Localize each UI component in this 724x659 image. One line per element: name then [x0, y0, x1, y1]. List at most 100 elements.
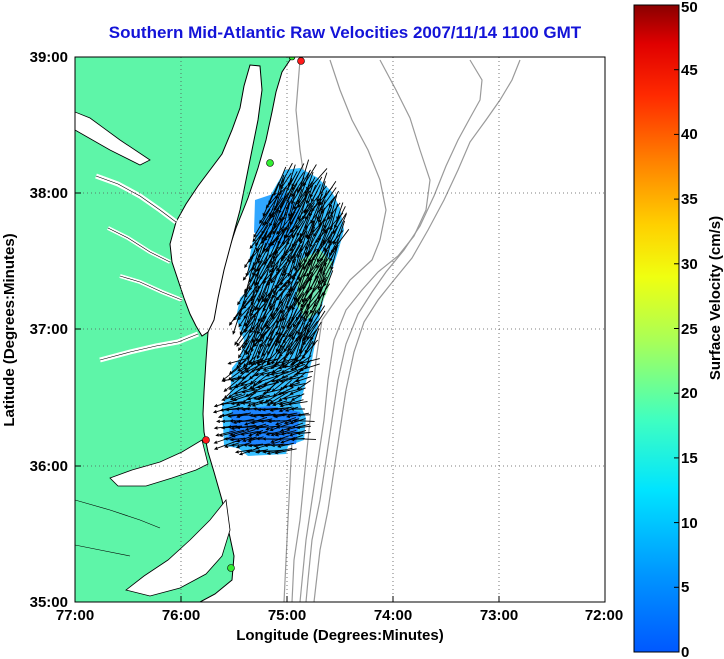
velocity-arrow [230, 401, 245, 406]
velocity-arrow [213, 425, 238, 430]
velocity-arrow [274, 430, 297, 437]
axis-ticks [74, 56, 606, 603]
velocity-arrow [293, 370, 314, 376]
velocity-arrow [232, 304, 244, 335]
x-tick-labels: 77:00 76:00 75:00 74:00 73:00 72:00 [56, 607, 623, 624]
colorbar-tick-label: 15 [681, 450, 698, 467]
velocity-arrow [242, 380, 257, 390]
velocity-arrow [280, 388, 303, 395]
velocity-arrow [256, 394, 279, 401]
colorbar-tick-label: 20 [681, 385, 698, 402]
velocity-arrow [290, 363, 306, 371]
velocity-arrow [272, 400, 288, 407]
velocity-arrow [281, 355, 302, 368]
velocity-arrow [215, 430, 236, 437]
colorbar-ticks [674, 4, 679, 653]
velocity-arrow [281, 253, 291, 277]
velocity-arrow [246, 338, 254, 361]
velocity-arrow [227, 357, 248, 365]
velocity-arrow [317, 199, 326, 224]
velocity-arrow [237, 285, 251, 306]
velocity-arrow [270, 353, 290, 370]
velocity-arrow [270, 259, 290, 284]
y-tick-labels: 39:00 38:00 37:00 36:00 35:00 [30, 49, 68, 611]
velocity-arrow [243, 300, 268, 327]
velocity-arrow [295, 375, 312, 383]
velocity-arrow [270, 241, 289, 265]
x-tick-label: 73:00 [480, 607, 518, 624]
velocity-arrow [269, 406, 290, 412]
velocity-arrow [292, 418, 315, 423]
velocity-arrow [282, 293, 302, 321]
y-tick-label: 38:00 [30, 185, 68, 202]
velocity-arrow [287, 401, 308, 406]
colorbar: 0 5 10 15 20 25 30 35 40 45 50 Surface V… [633, 0, 724, 659]
x-tick-label: 72:00 [585, 607, 623, 624]
velocity-arrow [245, 449, 266, 454]
velocity-arrow [238, 345, 250, 366]
velocity-arrow [283, 418, 300, 425]
velocity-arrow [301, 320, 318, 342]
velocity-arrow [274, 448, 297, 455]
velocity-arrow [234, 317, 254, 346]
velocity-arrow [230, 376, 246, 382]
velocity-arrow [305, 182, 314, 205]
velocity-arrow [295, 355, 312, 368]
velocity-arrow [316, 244, 327, 263]
x-tick-label: 74:00 [374, 607, 412, 624]
velocity-arrow [279, 422, 304, 432]
colorbar-tick-label: 50 [681, 0, 698, 16]
radar-station-green [227, 564, 235, 572]
velocity-arrow [277, 437, 294, 441]
velocity-arrow [219, 407, 244, 412]
plot-area [74, 56, 606, 603]
colorbar-tick-label: 30 [681, 256, 698, 273]
velocity-arrow [244, 423, 267, 431]
velocity-arrow [256, 382, 279, 389]
x-tick-label: 76:00 [162, 607, 200, 624]
radar-station-red [297, 57, 305, 65]
colorbar-tick-label: 0 [681, 644, 689, 659]
velocity-arrow [275, 417, 297, 426]
velocity-arrow [218, 429, 245, 437]
velocity-arrow [241, 325, 258, 349]
velocity-arrow [259, 198, 277, 224]
velocity-arrow [244, 316, 256, 347]
velocity-arrow [233, 382, 254, 389]
velocity-arrow [253, 394, 270, 400]
velocity-arrow [296, 431, 311, 436]
velocity-arrow [255, 320, 269, 342]
velocity-arrow [223, 383, 240, 399]
velocity-arrow [237, 367, 251, 380]
velocity-arrow [294, 247, 302, 272]
velocity-arrow [323, 214, 333, 233]
velocity-arrow [257, 407, 278, 412]
velocity-arrow [238, 340, 250, 359]
velocity-arrow [278, 406, 293, 412]
velocity-arrow [238, 311, 250, 328]
velocity-arrow [279, 399, 304, 408]
velocity-arrow [290, 436, 317, 441]
velocity-arrow [255, 358, 280, 365]
x-tick-label: 77:00 [56, 607, 94, 624]
velocity-arrow [277, 442, 294, 448]
velocity-arrow [244, 250, 256, 269]
velocity-arrow [237, 362, 251, 372]
velocity-arrow [289, 387, 306, 395]
velocity-arrow [280, 172, 292, 190]
velocity-arrow [236, 327, 252, 347]
albemarle-sound [109, 439, 209, 487]
x-axis-label: Longitude (Degrees:Minutes) [236, 627, 444, 644]
velocity-arrow [262, 193, 274, 217]
velocity-arrow [220, 401, 243, 406]
velocity-arrow [238, 447, 261, 456]
pamlico-sound [125, 499, 231, 597]
radar-station-red [202, 436, 210, 444]
velocity-arrow [249, 233, 263, 250]
y-tick-label: 35:00 [30, 594, 68, 611]
velocity-arrow [287, 193, 296, 218]
velocity-arrow [252, 216, 272, 243]
velocity-arrow [266, 400, 281, 407]
velocity-arrow [240, 430, 259, 436]
velocity-arrow [223, 378, 240, 392]
